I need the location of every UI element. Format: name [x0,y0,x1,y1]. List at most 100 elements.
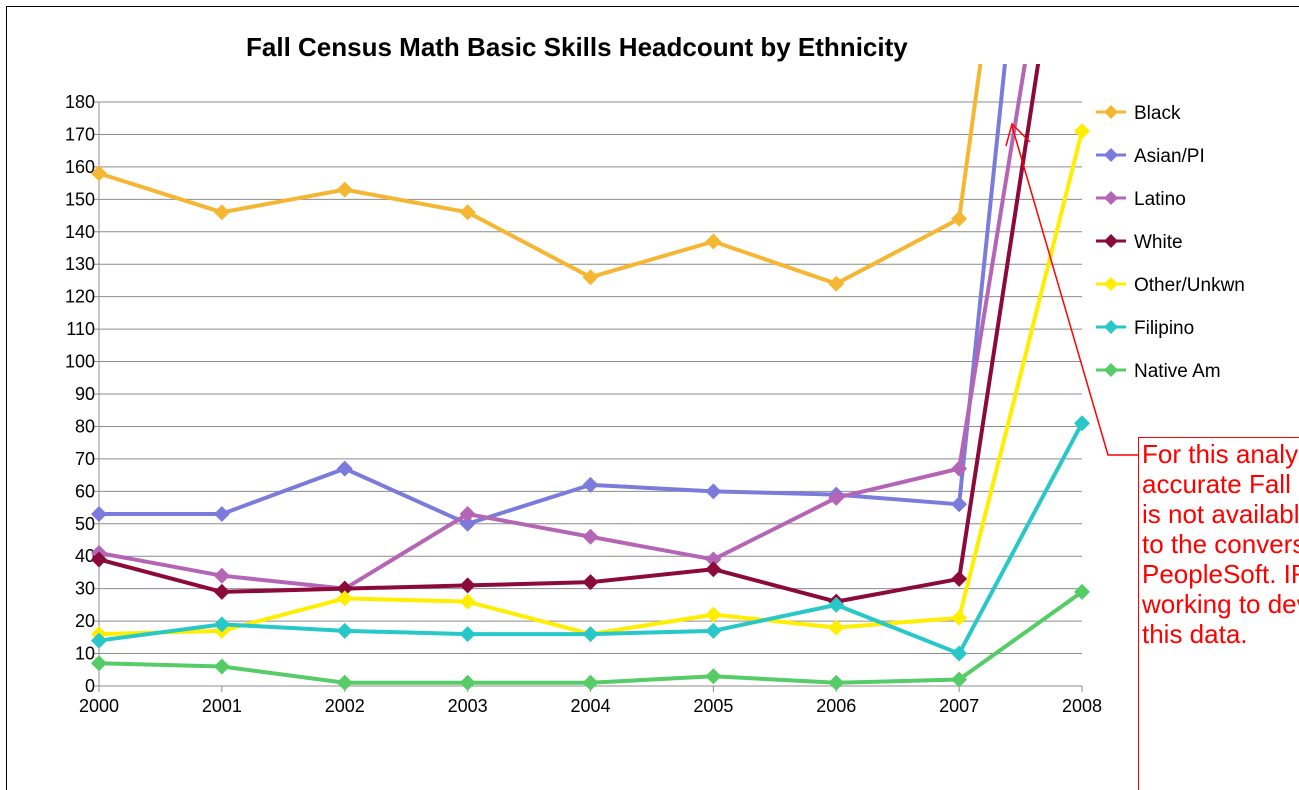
data-point [336,181,353,198]
x-tick-label: 2008 [1062,696,1102,716]
data-point [705,233,722,250]
data-point [459,515,476,532]
series-filipino [91,415,1090,662]
x-tick-label: 2003 [448,696,488,716]
data-point [705,561,722,578]
series-line [98,64,983,286]
x-tick-label: 2000 [79,696,119,716]
legend-label: Latino [1134,189,1186,210]
gridlines [99,101,1082,655]
data-point [705,622,722,639]
legend-item: White [1096,232,1183,253]
data-point [459,626,476,643]
y-tick-label: 80 [75,416,95,436]
callout-arrowhead [1005,122,1031,147]
data-point [91,165,107,182]
legend-swatch-marker [1104,363,1118,377]
y-tick-label: 140 [65,222,95,242]
y-tick-label: 110 [66,319,95,339]
data-point [91,506,107,523]
chart-title: Fall Census Math Basic Skills Headcount … [246,32,908,62]
annotation-text: For this analysis, accurate Fall data is… [1142,439,1299,649]
data-point [582,674,599,691]
x-tick-label: 2006 [816,696,856,716]
data-point [336,580,353,597]
data-point [828,596,845,613]
data-point [951,645,968,662]
data-point [951,570,968,587]
legend-label: Native Am [1134,361,1221,382]
data-point [1074,583,1090,600]
data-point [336,674,353,691]
y-tick-label: 120 [65,287,95,307]
legend-label: Asian/PI [1134,146,1205,167]
y-tick-label: 180 [65,92,95,112]
x-tick-label: 2005 [693,696,733,716]
series-black [91,64,983,292]
data-point [91,551,107,568]
data-point [705,668,722,685]
x-tick-label: 2002 [325,696,365,716]
data-point [213,506,230,523]
y-tick-label: 20 [75,611,95,631]
x-tick-label: 2004 [570,696,610,716]
data-point [951,609,968,626]
y-tick-label: 90 [75,384,95,404]
data-point [828,674,845,691]
data-point [951,210,968,227]
data-point [459,674,476,691]
data-point [213,616,230,633]
data-point [705,606,722,623]
chart-frame [6,6,1299,790]
x-tick-label: 2007 [939,696,979,716]
data-point [91,655,107,672]
y-tick-label: 10 [75,644,95,664]
annotation-box: For this analysis, accurate Fall data is… [1138,437,1299,790]
series-other-unkwn [91,123,1090,643]
series-native-am [91,583,1090,691]
data-point [91,632,107,649]
callout-leader [1011,125,1138,456]
y-tick-label: 0 [85,676,95,696]
legend-swatch-marker [1104,234,1118,248]
series-line [98,64,1041,604]
data-point [582,476,599,493]
legend: Black Asian/PI Latino White Other/Unkwn Filip… [1096,103,1245,382]
data-point [951,496,968,513]
data-point [828,275,845,292]
series-asian-pi [91,64,1007,532]
data-point [1074,415,1090,432]
series-layer [91,64,1090,691]
data-point [213,567,230,584]
y-tick-label: 50 [75,514,95,534]
legend-item: Filipino [1096,318,1194,339]
data-point [705,483,722,500]
data-point [213,204,230,221]
y-tick-label: 30 [75,579,95,599]
legend-label: White [1134,232,1183,253]
legend-label: Other/Unkwn [1134,275,1245,296]
data-point [582,528,599,545]
data-point [213,583,230,600]
data-point [582,626,599,643]
y-tick-label: 170 [65,124,95,144]
y-tick-label: 160 [65,157,95,177]
series-line [99,64,1007,526]
data-point [459,506,476,523]
legend-item: Latino [1096,189,1186,210]
data-point [951,460,968,477]
data-point [1074,123,1090,140]
x-tick-label: 2001 [202,696,242,716]
data-point [213,658,230,675]
legend-swatch-marker [1104,320,1118,334]
data-point [828,619,845,636]
legend-item: Black [1096,103,1181,124]
data-point [459,593,476,610]
legend-label: Filipino [1134,318,1194,339]
legend-swatch-marker [1104,191,1118,205]
annotation-callout [1005,122,1138,456]
y-tick-label: 100 [65,352,95,372]
y-tick-label: 60 [75,481,95,501]
legend-item: Asian/PI [1096,146,1205,167]
